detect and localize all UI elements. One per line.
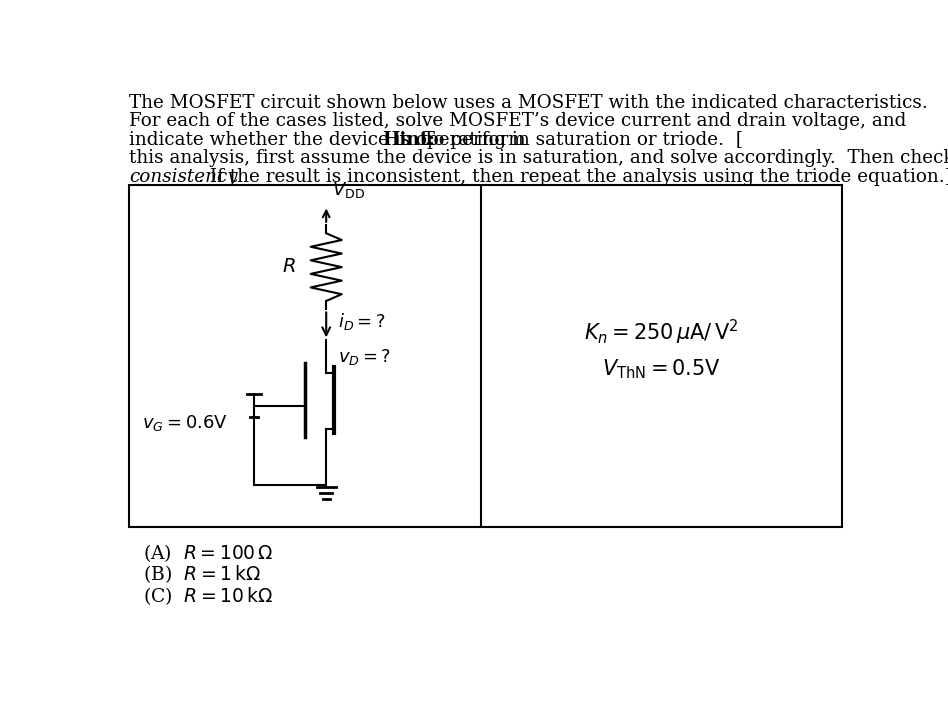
Text: $i_D =?$: $i_D =?$ [337,310,386,332]
Text: (C)  $R = 10\,\mathrm{k}\Omega$: (C) $R = 10\,\mathrm{k}\Omega$ [143,585,274,607]
Text: $V_{\mathrm{DD}}$: $V_{\mathrm{DD}}$ [332,180,365,200]
Text: (A)  $R = 100\,\Omega$: (A) $R = 100\,\Omega$ [143,542,274,564]
Text: $K_n = 250\,\mu\mathrm{A}/\,\mathrm{V}^2$: $K_n = 250\,\mu\mathrm{A}/\,\mathrm{V}^2… [584,318,738,348]
Text: (B)  $R = 1\,\mathrm{k}\Omega$: (B) $R = 1\,\mathrm{k}\Omega$ [143,564,261,585]
Text: indicate whether the device is operating in saturation or triode.  [: indicate whether the device is operating… [129,131,743,149]
Text: $v_D =?$: $v_D =?$ [337,348,391,367]
Text: Hint:: Hint: [382,131,435,149]
Bar [129,185,843,526]
Text: . If the result is inconsistent, then repeat the analysis using the triode equat: . If the result is inconsistent, then re… [197,168,948,186]
Text: To perform: To perform [411,131,526,149]
Text: $v_G = 0.6\mathrm{V}$: $v_G = 0.6\mathrm{V}$ [142,414,228,434]
Text: The MOSFET circuit shown below uses a MOSFET with the indicated characteristics.: The MOSFET circuit shown below uses a MO… [129,94,928,112]
Text: For each of the cases listed, solve MOSFET’s device current and drain voltage, a: For each of the cases listed, solve MOSF… [129,112,906,131]
Text: consistency: consistency [129,168,238,186]
Text: $R$: $R$ [283,258,296,276]
Text: this analysis, first assume the device is in saturation, and solve accordingly. : this analysis, first assume the device i… [129,149,948,167]
Text: $V_{\mathrm{ThN}} = 0.5\mathrm{V}$: $V_{\mathrm{ThN}} = 0.5\mathrm{V}$ [602,358,720,381]
